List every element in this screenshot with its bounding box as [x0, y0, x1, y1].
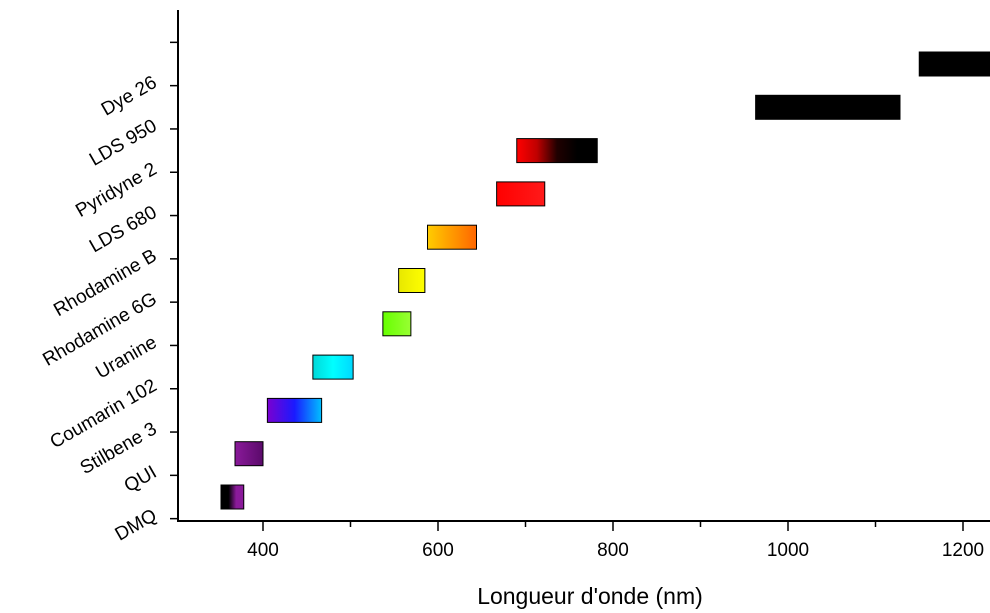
x-tick-label: 600 [422, 540, 454, 561]
x-tick-label: 1000 [767, 540, 809, 561]
y-category-label: QUI [121, 462, 161, 497]
range-bar-pyridyne-2 [516, 138, 598, 164]
range-bar-lds-680 [496, 181, 546, 207]
y-category-label: DMQ [112, 505, 161, 545]
range-bar-dmq [220, 484, 245, 510]
range-bar-rhodamine-b [427, 224, 477, 250]
range-bar-uranine [382, 311, 412, 337]
range-bar-qui [234, 441, 264, 467]
range-bar-dye-26 [918, 51, 990, 77]
range-bar-coumarin-102 [312, 354, 354, 380]
x-axis-title: Longueur d'onde (nm) [477, 583, 703, 609]
range-bar-lds-950 [755, 94, 901, 120]
y-category-label: Dye 26 [98, 72, 161, 120]
range-bar-rhodamine-6g [398, 268, 426, 293]
x-axis-ticks: 400 600 800 1000 1200 [247, 521, 984, 561]
range-bar-stilbene-3 [266, 397, 323, 423]
x-tick-label: 1200 [942, 540, 984, 561]
x-tick-label: 400 [247, 540, 279, 561]
range-bars [220, 51, 990, 510]
x-tick-label: 800 [597, 540, 629, 561]
